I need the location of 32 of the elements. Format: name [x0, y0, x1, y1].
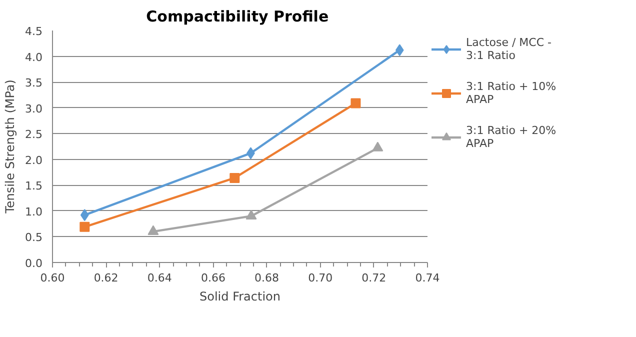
legend-label: Lactose / MCC - 3:1 Ratio	[466, 35, 552, 64]
y-tick-label: 4.5	[25, 25, 43, 38]
x-tick-label: 0.66	[200, 272, 226, 284]
x-tick-label: 0.70	[308, 272, 333, 284]
point	[246, 210, 257, 220]
point	[372, 142, 384, 152]
point	[80, 209, 89, 222]
y-tick-label: 2.5	[25, 128, 43, 142]
y-tick-label: 2.0	[25, 154, 43, 167]
point	[395, 44, 404, 56]
y-axis-title: Tensile Strength (MPa)	[3, 80, 18, 214]
y-tick-label: 1.0	[25, 205, 43, 218]
y-tick-label: 4.0	[25, 50, 43, 64]
x-tick-label: 0.68	[254, 272, 280, 284]
legend-label: 3:1 Ratio + 20% APAP	[466, 123, 558, 152]
y-tick-label: 3.0	[25, 102, 43, 116]
point	[80, 222, 90, 232]
x-tick-label: 0.64	[147, 272, 172, 284]
y-tick-label: 1.5	[25, 180, 43, 193]
legend-label: 3:1 Ratio + 10% APAP	[466, 79, 558, 108]
x-tick-label: 0.72	[362, 272, 386, 284]
point	[230, 172, 240, 183]
y-tick-label: 0.5	[25, 231, 43, 244]
x-axis-title: Solid Fraction	[200, 290, 280, 304]
point	[350, 98, 361, 108]
chart-title: Compactibility Profile	[146, 8, 329, 26]
x-tick-label: 0.74	[415, 272, 440, 284]
y-tick-label: 3.5	[25, 76, 43, 90]
point	[148, 225, 159, 235]
y-tick-label: 0.0	[25, 257, 43, 270]
x-tick-label: 0.62	[94, 272, 118, 284]
x-tick-label: 0.60	[40, 272, 65, 284]
